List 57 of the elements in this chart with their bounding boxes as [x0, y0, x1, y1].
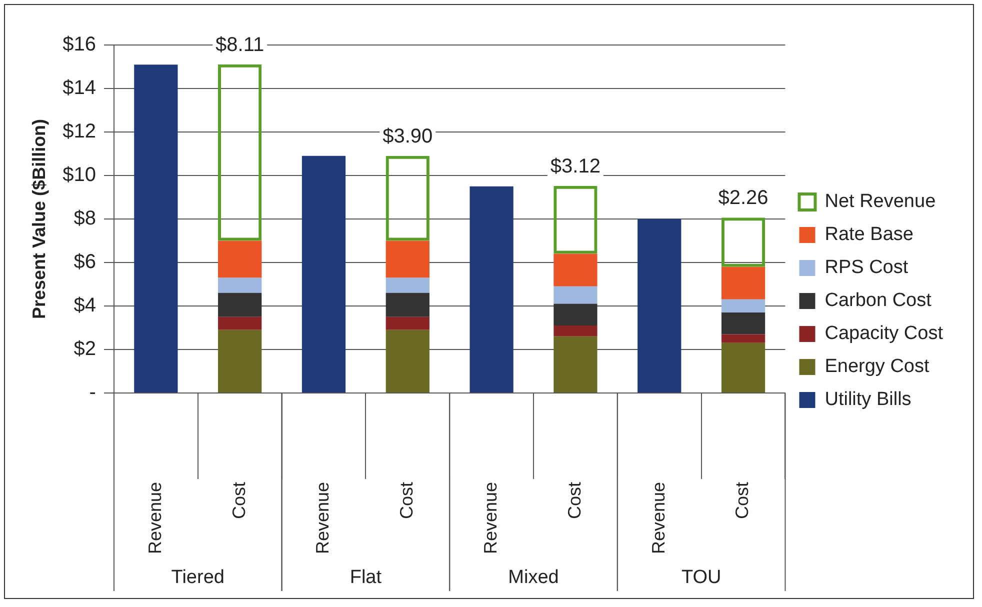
bar [218, 330, 262, 392]
bar [218, 292, 262, 317]
bar [554, 326, 598, 336]
y-tick-label: $16 [62, 34, 96, 56]
legend-label: Carbon Cost [824, 290, 932, 312]
bar [721, 312, 766, 334]
legend-label: Net Revenue [824, 191, 936, 212]
data-label: $2.26 [718, 187, 768, 210]
bar [721, 342, 766, 392]
bar [386, 240, 430, 278]
legend-label: Capacity Cost [824, 323, 944, 344]
y-tick-label: $12 [62, 120, 96, 142]
legend-label: RPS Cost [824, 257, 909, 278]
text: Mixed [508, 567, 559, 588]
x-tick-label: Revenue [144, 482, 165, 554]
bar [218, 316, 262, 330]
x-tick-label: Cost [732, 482, 752, 519]
y-tick-label: $4 [74, 294, 96, 316]
bar [302, 156, 346, 392]
bar [638, 218, 682, 392]
y-axis-title: Present Value ($Billion) [28, 118, 49, 320]
x-tick-label: Cost [228, 482, 249, 519]
bar [386, 316, 430, 330]
y-tick-label: $6 [74, 250, 96, 273]
bar [554, 304, 598, 326]
bar [721, 334, 766, 343]
y-tick-label: $10 [62, 164, 96, 186]
y-tick-label: $2 [74, 338, 96, 360]
y-tick-label: - [89, 381, 96, 404]
text: Tiered [171, 567, 224, 588]
text: TOU [681, 567, 722, 588]
bar [386, 278, 430, 293]
bar [721, 299, 766, 312]
bar [386, 330, 430, 392]
bar [386, 292, 430, 317]
data-label: $3.12 [550, 155, 600, 178]
bar [218, 278, 262, 293]
x-tick-label: Revenue [480, 482, 501, 554]
bar [554, 336, 598, 392]
y-tick-label: $14 [62, 77, 96, 100]
bar [554, 286, 598, 304]
legend-label: Utility Bills [824, 389, 912, 410]
bar [721, 266, 766, 300]
x-tick-label: Revenue [648, 482, 668, 554]
legend-label: Energy Cost [824, 356, 930, 378]
x-tick-label: Revenue [312, 482, 333, 554]
bar [470, 186, 514, 392]
data-label: $3.90 [382, 125, 433, 148]
bar [134, 64, 178, 392]
y-tick-label: $8 [74, 207, 96, 230]
text: Flat [350, 567, 382, 588]
data-label: $8.11 [216, 34, 264, 56]
legend-label: Rate Base [824, 224, 914, 246]
x-tick-label: Cost [396, 482, 417, 519]
x-tick-label: Cost [564, 482, 584, 519]
bar [218, 240, 262, 278]
bar [554, 254, 598, 286]
